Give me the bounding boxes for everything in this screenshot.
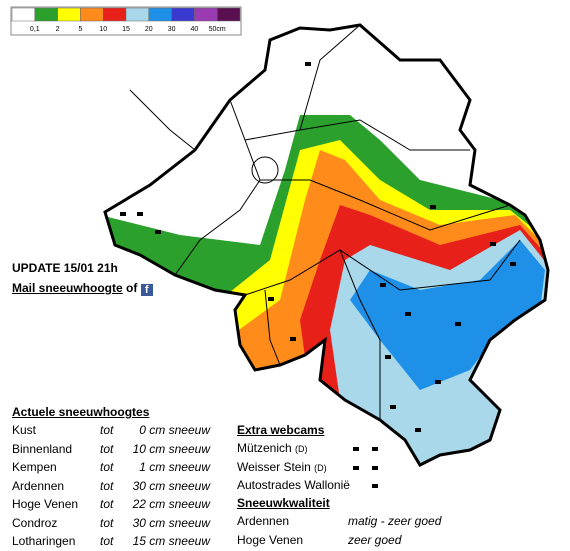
webcams-title: Extra webcams (237, 423, 325, 437)
webcam-name: Autostrades Wallonië (237, 478, 350, 492)
legend-label: 2 (56, 26, 60, 33)
brussels (251, 156, 279, 184)
webcam-icon (353, 466, 359, 470)
quality-title: Sneeuwkwaliteit (237, 496, 330, 510)
depth: 30 cm sneeuw (132, 478, 210, 493)
mail-line: Mail sneeuwhoogte of f (12, 281, 153, 296)
to: tot (100, 478, 114, 493)
province-border (264, 289, 281, 366)
legend-label: 0,1 (30, 26, 40, 33)
legend-label: 15 (122, 26, 130, 33)
webcam-icon (430, 205, 436, 209)
webcam-icon (353, 447, 359, 451)
webcam-icon (510, 262, 516, 266)
depth: 22 cm sneeuw (132, 497, 210, 511)
webcam-icon (490, 242, 496, 246)
legend-swatch (148, 7, 172, 22)
snow-title: Actuele sneeuwhoogtes (12, 405, 150, 419)
legend-swatch (125, 7, 150, 22)
province-border (244, 239, 521, 296)
province-border (299, 24, 361, 131)
zone-blue (350, 240, 545, 390)
to: tot (100, 515, 114, 530)
legend-label: 10 (99, 26, 107, 33)
region: Kempen (12, 460, 57, 474)
legend-label: 50cm (209, 26, 226, 33)
webcam-icon (380, 283, 386, 287)
update-text: UPDATE 15/01 21h (12, 261, 118, 275)
region: Ardennen (12, 478, 65, 493)
legend-swatch (11, 7, 36, 22)
webcam-link[interactable]: Weisser Stein (D) (237, 460, 327, 474)
legend-swatch (57, 7, 81, 22)
region: Kust (12, 423, 37, 437)
webcam-icon (435, 380, 441, 384)
province-border (129, 89, 196, 151)
province-border (174, 99, 261, 276)
depth: 1 cm sneeuw (139, 460, 210, 474)
legend-swatch (102, 7, 127, 22)
province-border (244, 119, 470, 151)
region: Lotharingen (12, 534, 76, 548)
webcam-icon (372, 466, 378, 470)
quality-value: matig - zeer goed (348, 514, 442, 528)
depth: 30 cm sneeuw (132, 515, 210, 530)
webcam-icon (137, 212, 143, 216)
to: tot (100, 441, 114, 456)
webcam-icon (455, 322, 461, 326)
to: tot (100, 534, 114, 548)
webcam-icon (155, 230, 161, 234)
webcam-icon (372, 447, 378, 451)
province-border (339, 249, 381, 420)
legend-swatch (34, 7, 58, 22)
legend-label: 30 (168, 26, 176, 33)
webcam-icon (120, 212, 126, 216)
country-border (103, 23, 550, 467)
webcam-link[interactable]: Autostrades Wallonië (237, 478, 350, 492)
webcam-icon (415, 428, 421, 432)
webcam-icons (120, 62, 516, 488)
mail-or: of (126, 281, 138, 295)
depth: 0 cm sneeuw (139, 423, 210, 437)
legend-label: 40 (191, 26, 199, 33)
legend-swatch (171, 7, 195, 22)
webcam-icon (390, 405, 396, 409)
to: tot (100, 460, 114, 474)
legend-swatch (80, 7, 104, 22)
to: tot (100, 423, 114, 437)
to: tot (100, 497, 114, 511)
legend: 0,1 2 5 10 15 20 30 40 50cm (10, 6, 242, 36)
borders (103, 23, 550, 467)
webcam-name: Mützenich (237, 441, 292, 455)
region: Condroz (12, 515, 58, 530)
legend-label: 20 (145, 26, 153, 33)
province-border (260, 179, 511, 231)
webcam-icon (372, 484, 378, 488)
webcam-icon (268, 297, 274, 301)
legend-swatch (216, 7, 241, 22)
facebook-icon[interactable]: f (140, 284, 153, 296)
webcam-name: Weisser Stein (237, 459, 311, 474)
quality-region: Hoge Venen (237, 532, 304, 547)
webcam-link[interactable]: Mützenich (D) (237, 441, 308, 455)
mail-link[interactable]: Mail sneeuwhoogte (12, 281, 123, 295)
depth: 10 cm sneeuw (132, 441, 210, 456)
webcam-icon (385, 355, 391, 359)
quality-region: Ardennen (237, 514, 290, 528)
webcam-icon (290, 337, 296, 341)
webcam-icon (405, 312, 411, 316)
depth: 15 cm sneeuw (132, 534, 210, 548)
quality-value: zeer goed (348, 532, 402, 547)
region: Binnenland (12, 441, 73, 456)
region: Hoge Venen (12, 497, 79, 511)
legend-label: 5 (78, 26, 82, 33)
webcam-icon (305, 62, 311, 66)
legend-swatch (194, 7, 218, 22)
webcam-suffix: (D) (314, 462, 327, 473)
webcam-suffix: (D) (295, 444, 308, 454)
